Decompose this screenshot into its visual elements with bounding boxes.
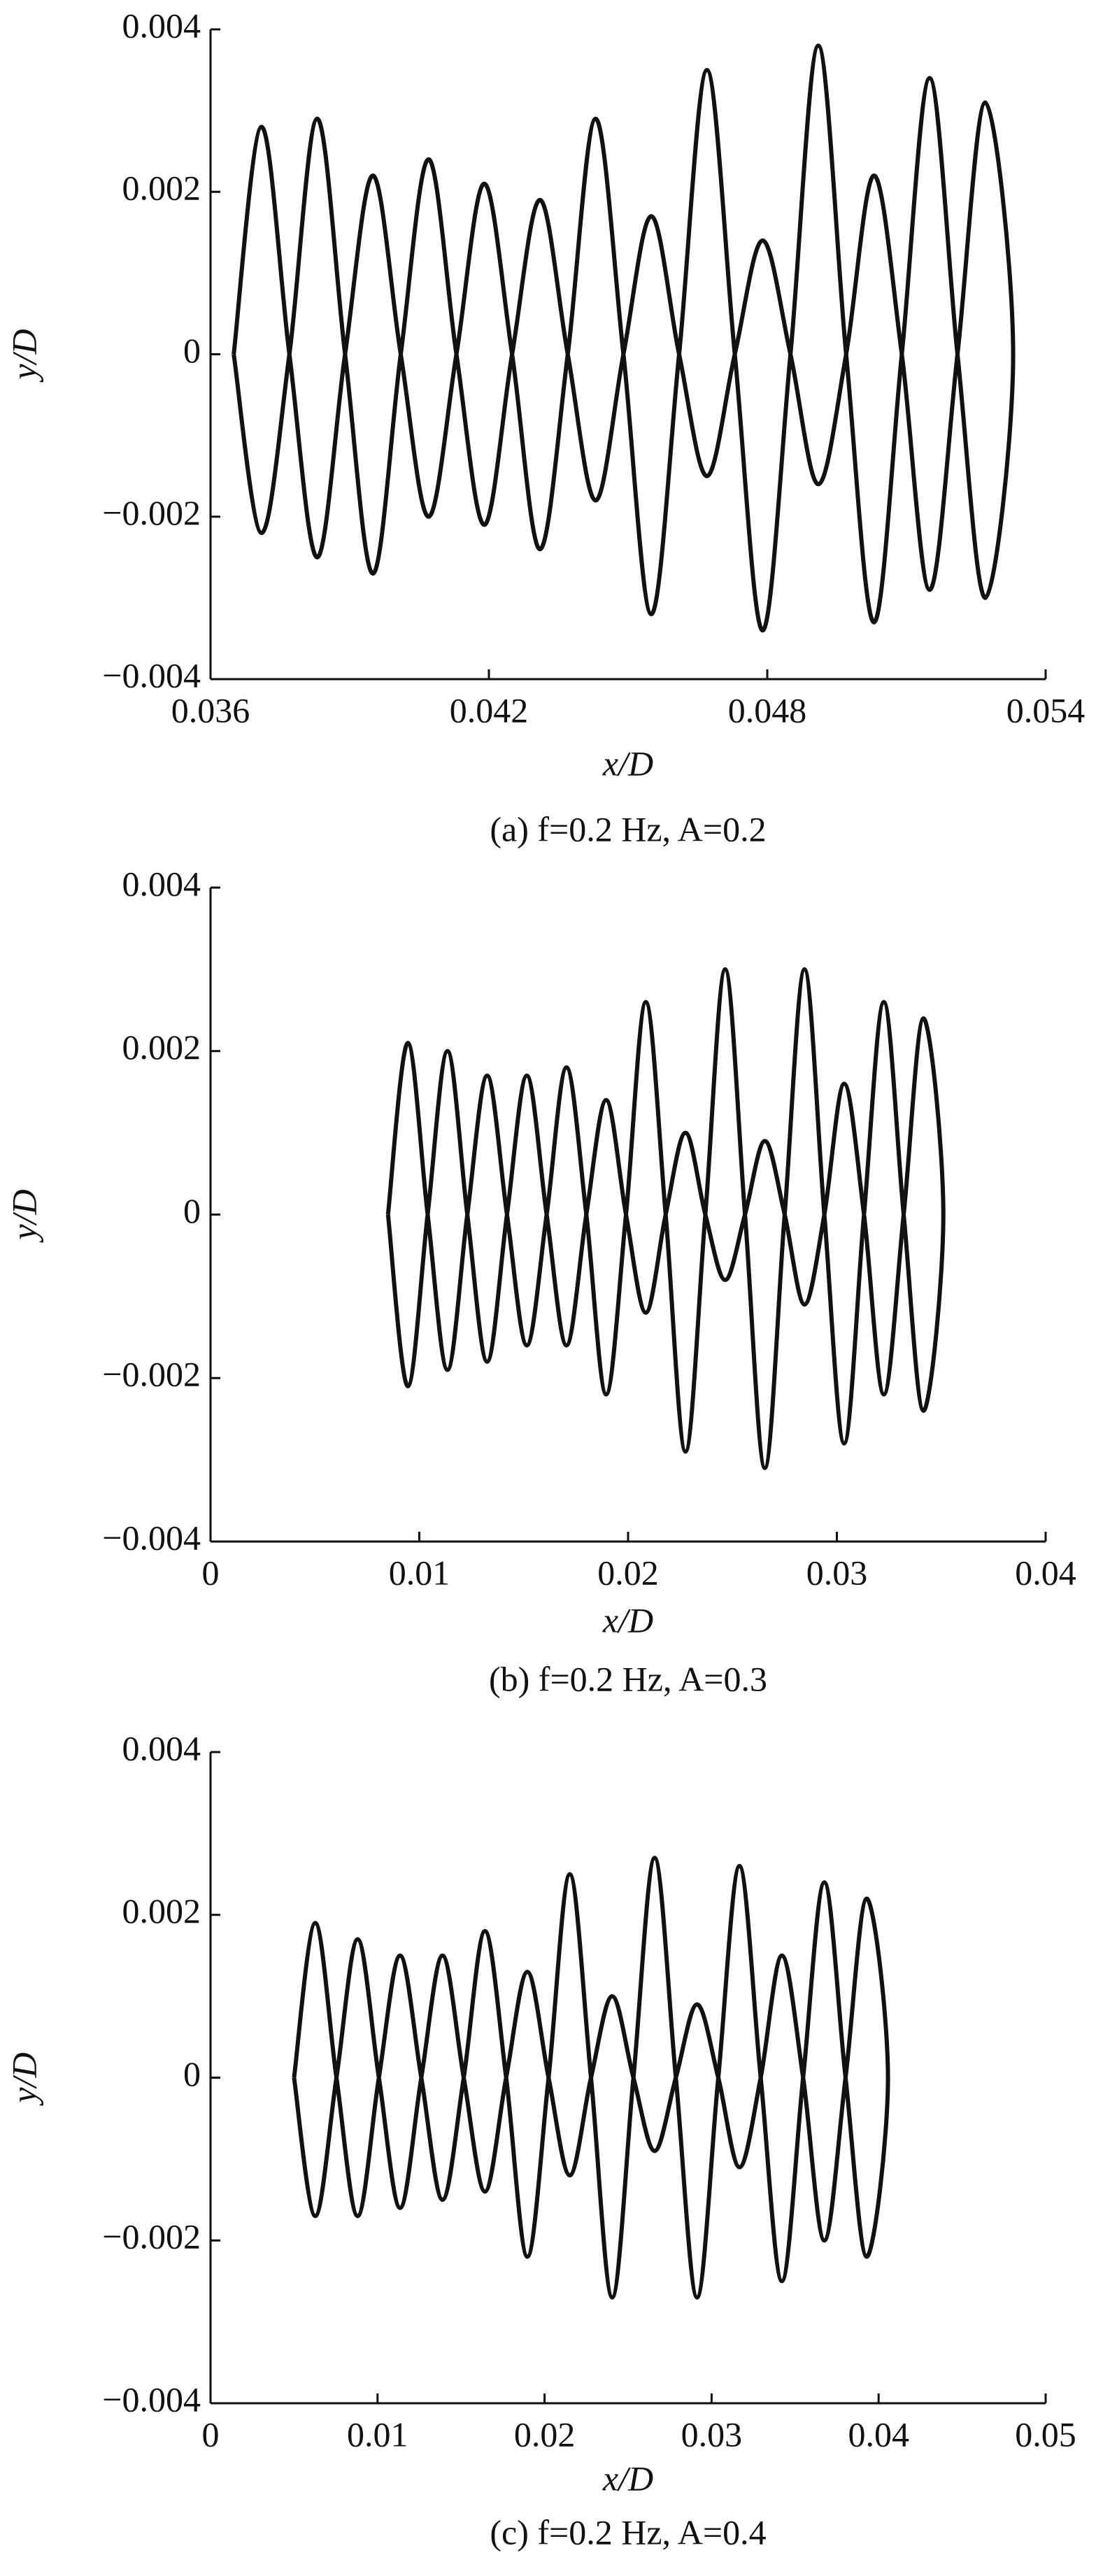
trajectory (385, 967, 946, 1470)
y-tick-label: −0.004 (102, 655, 201, 695)
caption: (b) f=0.2 Hz, A=0.3 (489, 1659, 767, 1698)
y-tick-label: 0.002 (122, 1027, 201, 1067)
x-tick-label: 0 (202, 2414, 220, 2454)
x-tick-label: 0.054 (1006, 690, 1086, 730)
caption: (c) f=0.2 Hz, A=0.4 (490, 2512, 766, 2552)
y-tick-label: 0 (183, 2054, 201, 2093)
x-axis-label: x/D (602, 2458, 653, 2498)
y-tick-label: −0.004 (102, 1518, 201, 1557)
y-tick-label: −0.002 (102, 1355, 201, 1394)
y-tick-label: 0 (183, 331, 201, 370)
x-tick-label: 0.04 (1015, 1553, 1076, 1592)
x-tick-label: 0.01 (347, 2414, 408, 2454)
trajectory (232, 43, 1016, 633)
x-tick-label: 0.05 (1015, 2414, 1076, 2454)
y-axis-label: y/D (4, 2052, 43, 2106)
y-axis-label: y/D (4, 1189, 43, 1243)
y-tick-label: −0.004 (102, 2379, 201, 2419)
x-axis-label: x/D (602, 743, 653, 783)
x-tick-label: 0.02 (514, 2414, 576, 2454)
y-tick-label: 0.002 (122, 169, 201, 208)
y-axis-label: y/D (4, 329, 43, 383)
x-tick-label: 0.03 (806, 1553, 868, 1592)
y-tick-label: 0.004 (122, 6, 201, 45)
y-tick-label: 0.004 (122, 1728, 201, 1767)
x-tick-label: 0.03 (681, 2414, 743, 2454)
y-tick-label: 0.002 (122, 1891, 201, 1930)
x-tick-label: 0 (202, 1553, 220, 1592)
x-tick-label: 0.01 (389, 1553, 450, 1592)
x-tick-label: 0.042 (450, 690, 529, 730)
y-tick-label: −0.002 (102, 2217, 201, 2256)
y-tick-label: 0 (183, 1191, 201, 1230)
x-tick-label: 0.036 (171, 690, 250, 730)
x-tick-label: 0.04 (848, 2414, 909, 2454)
x-axis-label: x/D (602, 1600, 653, 1639)
y-tick-label: −0.002 (102, 493, 201, 532)
x-tick-label: 0.048 (728, 690, 807, 730)
y-tick-label: 0.004 (122, 864, 201, 903)
trajectory (292, 1856, 890, 2300)
caption: (a) f=0.2 Hz, A=0.2 (490, 809, 766, 848)
x-tick-label: 0.02 (597, 1553, 659, 1592)
